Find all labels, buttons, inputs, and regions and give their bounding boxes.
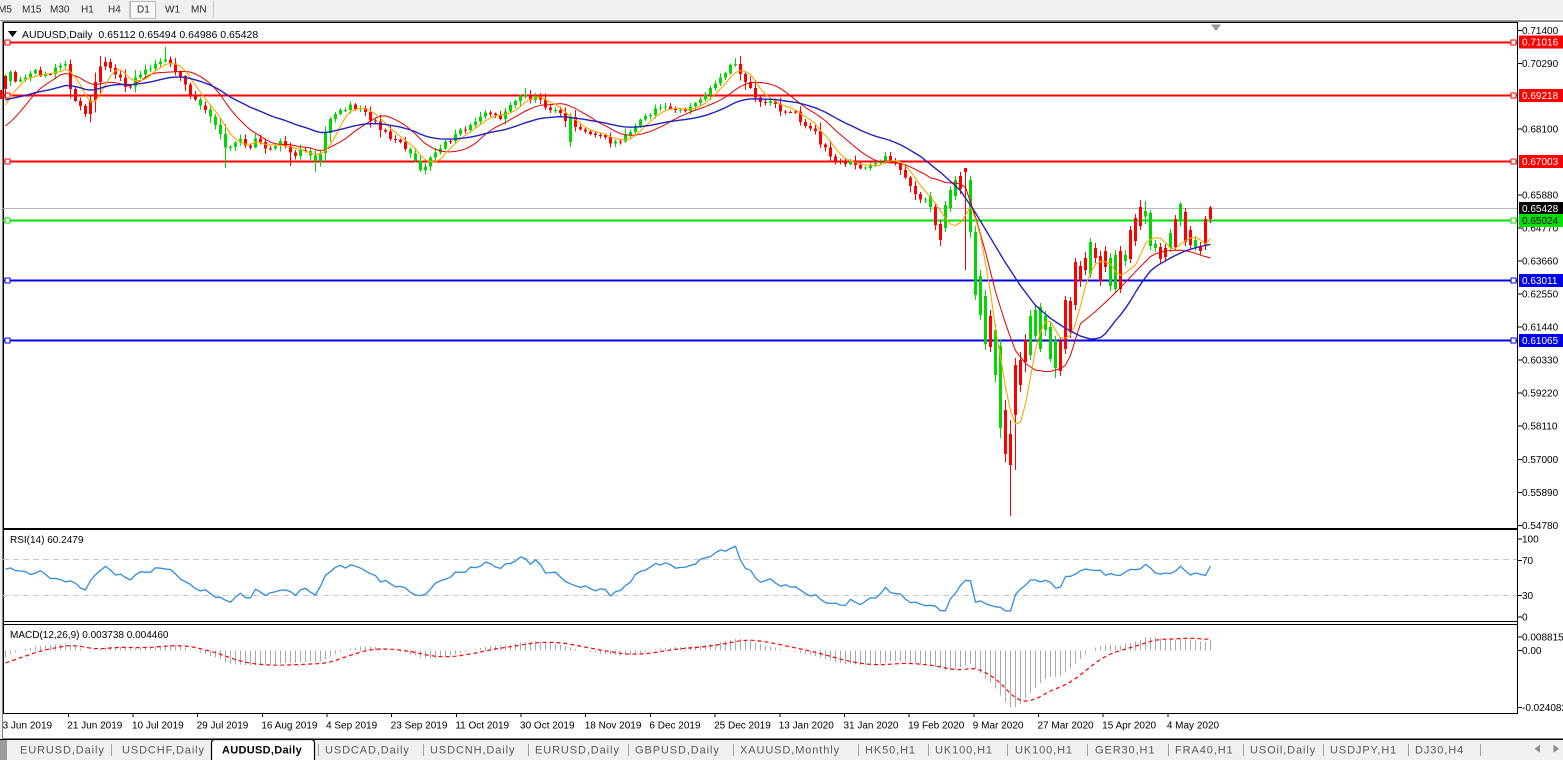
svg-text:0.59220: 0.59220 — [1522, 389, 1559, 400]
svg-text:0.61440: 0.61440 — [1522, 323, 1559, 334]
svg-text:31 Jan 2020: 31 Jan 2020 — [843, 721, 898, 732]
svg-text:USDCNH,Daily: USDCNH,Daily — [430, 745, 515, 757]
svg-text:EURUSD,Daily: EURUSD,Daily — [20, 745, 105, 757]
svg-text:70: 70 — [1522, 556, 1534, 567]
svg-text:USDCAD,Daily: USDCAD,Daily — [325, 745, 410, 757]
svg-text:D1: D1 — [137, 5, 150, 16]
svg-text:13 Jan 2020: 13 Jan 2020 — [779, 721, 834, 732]
svg-text:AUDUSD,Daily: AUDUSD,Daily — [222, 745, 303, 757]
svg-text:AUDUSD,Daily 0.65112 0.65494: AUDUSD,Daily 0.65112 0.65494 0.64986 0.6… — [22, 29, 258, 41]
svg-text:MACD(12,26,9) 0.003738 0.00446: MACD(12,26,9) 0.003738 0.004460 — [10, 630, 169, 641]
svg-text:EURUSD,Daily: EURUSD,Daily — [535, 745, 620, 757]
svg-text:0.71400: 0.71400 — [1522, 26, 1559, 37]
svg-text:GER30,H1: GER30,H1 — [1095, 745, 1155, 757]
svg-text:HK50,H1: HK50,H1 — [865, 745, 916, 757]
svg-text:29 Jul 2019: 29 Jul 2019 — [197, 721, 249, 732]
svg-text:0.60330: 0.60330 — [1522, 356, 1559, 367]
svg-text:0.67003: 0.67003 — [1522, 157, 1559, 168]
svg-text:0.54780: 0.54780 — [1522, 521, 1559, 532]
svg-text:30: 30 — [1522, 591, 1534, 602]
svg-text:0.65428: 0.65428 — [1522, 204, 1559, 215]
svg-text:30 Oct 2019: 30 Oct 2019 — [520, 721, 575, 732]
svg-text:UK100,H1: UK100,H1 — [1015, 745, 1073, 757]
svg-text:23 Sep 2019: 23 Sep 2019 — [391, 721, 448, 732]
svg-text:0.69218: 0.69218 — [1522, 91, 1559, 102]
svg-text:0.63011: 0.63011 — [1522, 276, 1558, 287]
svg-text:H1: H1 — [81, 5, 94, 16]
svg-text:0: 0 — [1522, 613, 1528, 624]
svg-text:GBPUSD,Daily: GBPUSD,Daily — [635, 745, 720, 757]
svg-text:0.57000: 0.57000 — [1522, 455, 1559, 466]
svg-text:0.63660: 0.63660 — [1522, 256, 1559, 267]
svg-text:USOil,Daily: USOil,Daily — [1250, 745, 1316, 757]
svg-text:4 Sep 2019: 4 Sep 2019 — [326, 721, 378, 732]
svg-text:M15: M15 — [22, 5, 42, 16]
svg-text:-0.024082: -0.024082 — [1522, 703, 1563, 714]
svg-text:0.55890: 0.55890 — [1522, 488, 1559, 499]
svg-text:10 Jul 2019: 10 Jul 2019 — [132, 721, 184, 732]
svg-text:0.71016: 0.71016 — [1522, 37, 1559, 48]
svg-text:UK100,H1: UK100,H1 — [935, 745, 993, 757]
svg-text:100: 100 — [1522, 535, 1539, 546]
svg-text:27 Mar 2020: 27 Mar 2020 — [1037, 721, 1094, 732]
svg-text:16 Aug 2019: 16 Aug 2019 — [261, 721, 318, 732]
svg-text:3 Jun 2019: 3 Jun 2019 — [3, 721, 53, 732]
svg-text:0.61065: 0.61065 — [1522, 336, 1559, 347]
svg-text:0.00: 0.00 — [1522, 646, 1542, 657]
svg-text:M5: M5 — [0, 5, 12, 16]
svg-text:USDJPY,H1: USDJPY,H1 — [1330, 745, 1397, 757]
svg-text:0.68100: 0.68100 — [1522, 124, 1559, 135]
svg-text:W1: W1 — [165, 5, 180, 16]
svg-text:11 Oct 2019: 11 Oct 2019 — [455, 721, 509, 732]
svg-text:19 Feb 2020: 19 Feb 2020 — [908, 721, 965, 732]
svg-text:21 Jun 2019: 21 Jun 2019 — [67, 721, 122, 732]
svg-text:15 Apr 2020: 15 Apr 2020 — [1102, 721, 1156, 732]
svg-text:0.64770: 0.64770 — [1522, 223, 1559, 234]
svg-text:9 Mar 2020: 9 Mar 2020 — [973, 721, 1024, 732]
svg-text:0.70290: 0.70290 — [1522, 59, 1559, 70]
svg-text:25 Dec 2019: 25 Dec 2019 — [714, 721, 771, 732]
svg-text:H4: H4 — [108, 5, 121, 16]
svg-text:MN: MN — [191, 5, 207, 16]
svg-text:0.65024: 0.65024 — [1522, 216, 1559, 227]
svg-text:0.008815: 0.008815 — [1522, 632, 1563, 643]
svg-text:4 May 2020: 4 May 2020 — [1167, 721, 1220, 732]
svg-text:XAUUSD,Monthly: XAUUSD,Monthly — [740, 745, 840, 757]
svg-text:0.58110: 0.58110 — [1522, 422, 1558, 433]
svg-text:0.62550: 0.62550 — [1522, 290, 1559, 301]
svg-text:6 Dec 2019: 6 Dec 2019 — [649, 721, 701, 732]
svg-text:USDCHF,Daily: USDCHF,Daily — [122, 745, 205, 757]
svg-text:DJ30,H4: DJ30,H4 — [1415, 745, 1464, 757]
svg-text:RSI(14) 60.2479: RSI(14) 60.2479 — [10, 535, 84, 546]
svg-text:FRA40,H1: FRA40,H1 — [1175, 745, 1234, 757]
svg-text:0.65880: 0.65880 — [1522, 190, 1559, 201]
svg-text:18 Nov 2019: 18 Nov 2019 — [585, 721, 642, 732]
svg-text:M30: M30 — [50, 5, 70, 16]
